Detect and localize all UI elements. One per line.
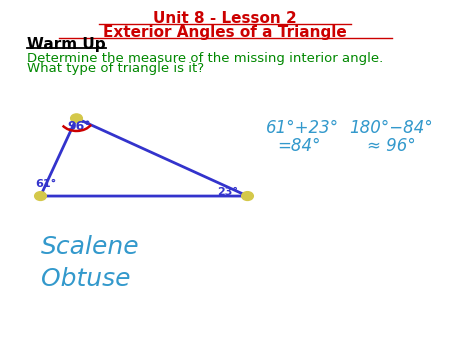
Text: ≈ 96°: ≈ 96° xyxy=(367,137,415,155)
Text: Exterior Angles of a Triangle: Exterior Angles of a Triangle xyxy=(103,25,347,40)
Text: 180°−84°: 180°−84° xyxy=(349,119,432,138)
Text: 23°: 23° xyxy=(217,187,238,197)
Circle shape xyxy=(35,192,46,200)
Circle shape xyxy=(242,192,253,200)
Circle shape xyxy=(71,114,82,123)
Text: 96°: 96° xyxy=(67,120,90,133)
Text: Determine the measure of the missing interior angle.: Determine the measure of the missing int… xyxy=(27,52,383,65)
Text: Warm Up: Warm Up xyxy=(27,37,106,52)
Text: What type of triangle is it?: What type of triangle is it? xyxy=(27,62,204,75)
Text: Unit 8 - Lesson 2: Unit 8 - Lesson 2 xyxy=(153,11,297,26)
Text: =84°: =84° xyxy=(277,137,320,155)
Text: 61°: 61° xyxy=(35,179,57,189)
Text: Obtuse: Obtuse xyxy=(40,267,130,291)
Text: Scalene: Scalene xyxy=(40,235,139,259)
Text: 61°+23°: 61°+23° xyxy=(266,119,338,138)
